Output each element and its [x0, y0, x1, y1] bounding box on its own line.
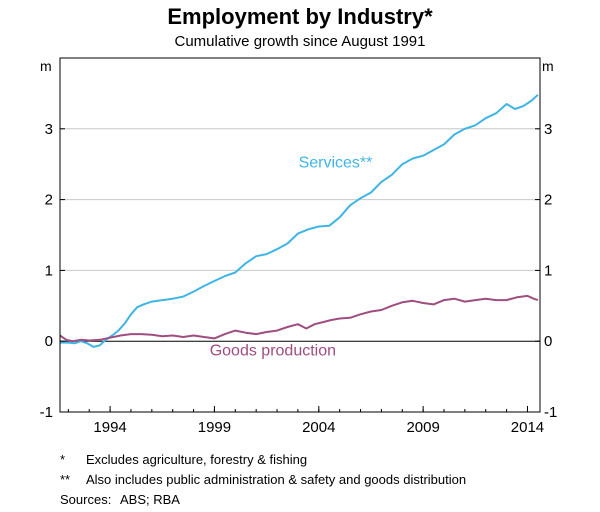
footnotes: * Excludes agriculture, forestry & fishi…: [60, 450, 466, 510]
employment-chart: Employment by Industry* Cumulative growt…: [40, 4, 558, 436]
series-line-goods-production: [59, 294, 539, 343]
annotation-layer: Services** Goods production: [210, 155, 373, 360]
x-tick-label: 2014: [511, 419, 544, 436]
plot-frame: [59, 57, 541, 413]
y-tick-label-right: -1: [544, 404, 557, 421]
y-unit-left: m: [40, 58, 52, 74]
x-tick-label: 1994: [93, 419, 126, 436]
y-unit-right: m: [542, 58, 554, 74]
y-tick-label-right: 1: [544, 262, 552, 279]
chart-title: Employment by Industry*: [167, 4, 433, 29]
axis-layer: -1 -1 0 0 1 1 2 2 3 3 1994 1999 2004 2009 2014: [40, 121, 558, 436]
footnote-2: ** Also includes public administration &…: [60, 470, 466, 490]
y-tick-label-left: -1: [40, 404, 53, 421]
sources-label: Sources:: [60, 492, 112, 507]
y-tick-label-left: 1: [45, 262, 53, 279]
x-tick-label: 1999: [198, 419, 231, 436]
y-tick-label-right: 2: [544, 192, 552, 209]
footnote-2-mark: **: [60, 472, 71, 487]
series-label-services: Services**: [299, 155, 373, 172]
footnote-1-mark: *: [60, 452, 66, 467]
series-layer: [59, 94, 539, 348]
series-label-goods-production: Goods production: [210, 342, 336, 359]
footnote-1: * Excludes agriculture, forestry & fishi…: [60, 450, 466, 470]
sources-line: Sources: ABS; RBA: [60, 490, 466, 510]
y-tick-label-left: 3: [45, 121, 53, 138]
y-tick-label-left: 0: [45, 333, 53, 350]
chart-subtitle: Cumulative growth since August 1991: [175, 33, 426, 50]
y-tick-label-right: 0: [544, 333, 552, 350]
y-tick-label-right: 3: [544, 121, 552, 138]
x-tick-label: 2004: [302, 419, 335, 436]
footnote-2-text: Also includes public administration & sa…: [86, 472, 467, 487]
sources-text: ABS; RBA: [120, 492, 180, 507]
series-line-services: [60, 94, 539, 348]
footnote-1-text: Excludes agriculture, forestry & fishing: [86, 452, 308, 467]
y-tick-label-left: 2: [45, 192, 53, 209]
x-tick-label: 2009: [406, 419, 439, 436]
